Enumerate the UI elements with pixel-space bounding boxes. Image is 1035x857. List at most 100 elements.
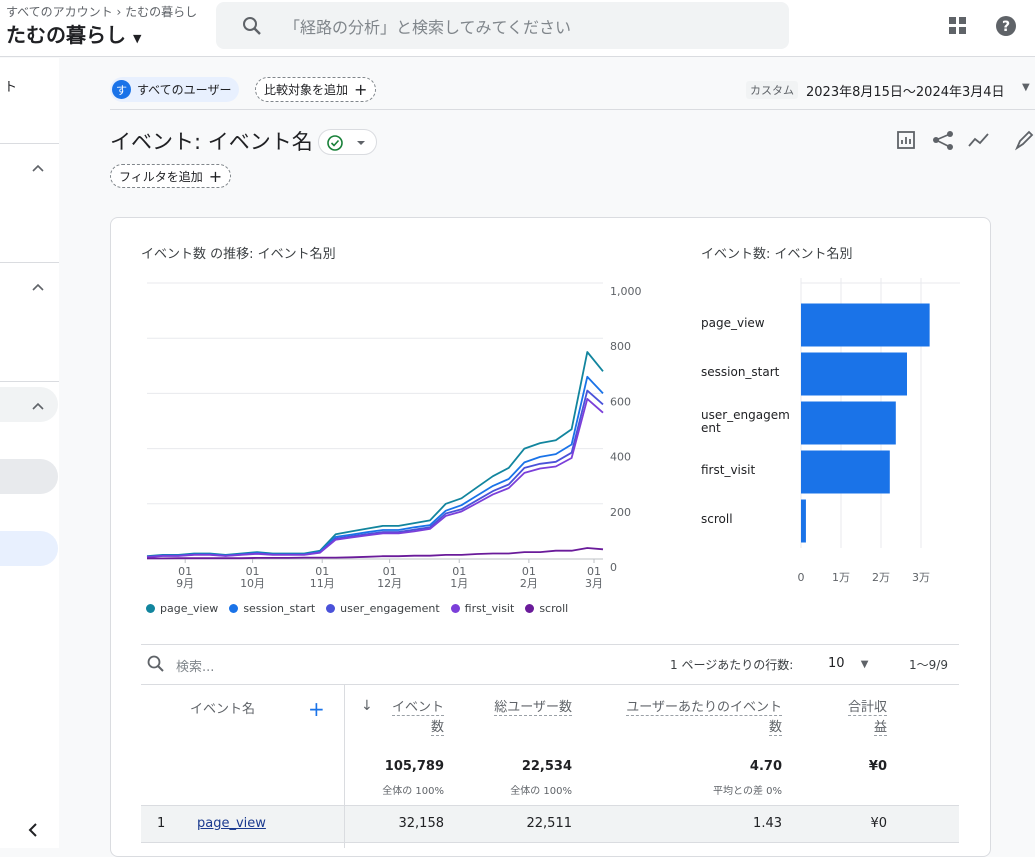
category-label: session_start [701, 365, 780, 379]
search-box[interactable]: 「経路の分析」と検索してみてください [216, 2, 789, 49]
divider [141, 644, 959, 645]
x-tick-label: 0 [798, 571, 805, 584]
collapse-sidebar[interactable] [25, 822, 41, 838]
filter-chip[interactable]: フィルタを追加 + [110, 164, 232, 188]
status-chip[interactable] [318, 129, 377, 155]
edit-icon[interactable] [1014, 130, 1034, 151]
x-tick-label: 1万 [832, 571, 850, 584]
total: 105,789 [384, 759, 444, 774]
segment-chip[interactable]: すすべてのユーザー [110, 77, 240, 102]
table-row [141, 805, 959, 843]
cell: ¥0 [870, 816, 887, 831]
y-tick-label: 600 [610, 395, 631, 408]
series-line [147, 547, 604, 560]
x-tick-label: 12月 [377, 577, 402, 590]
x-tick-label: 3万 [912, 571, 930, 584]
column-header[interactable]: イベント名 [190, 702, 256, 717]
date-label: カスタム [746, 81, 798, 99]
date-range[interactable]: 2023年8月15日～2024年3月4日 [806, 85, 1005, 100]
series-line [146, 375, 604, 558]
column-header[interactable]: イベント数 [384, 698, 444, 738]
x-tick-label: 2月 [520, 577, 538, 590]
page-range: 1～9/9 [909, 658, 948, 672]
breadcrumb-item[interactable]: たむの暮らし [125, 5, 198, 19]
insights-icon[interactable] [968, 133, 989, 147]
y-tick-label: 200 [610, 506, 631, 519]
x-tick-label: 01 [246, 565, 260, 578]
x-tick-label: 11月 [310, 577, 335, 590]
series-line [146, 351, 604, 558]
legend-item: scroll [525, 602, 568, 615]
column-header-text: 合計収益 [847, 700, 887, 736]
legend-label: session_start [243, 602, 316, 615]
compare-chip[interactable]: 比較対象を追加 + [255, 77, 377, 102]
column-header[interactable]: 総ユーザー数 [492, 698, 572, 718]
legend-swatch [525, 604, 535, 613]
x-tick-label: 10月 [240, 577, 265, 590]
sidebar: ト [0, 58, 59, 848]
total: 22,534 [521, 759, 572, 774]
rows-per-page[interactable]: 10 ▼ [828, 656, 869, 671]
property-name: たむの暮らし [6, 23, 126, 47]
date-dropdown[interactable]: ▼ [1022, 82, 1030, 93]
legend-swatch [229, 604, 239, 613]
bar [801, 401, 896, 445]
bar-chart-title: イベント数: イベント名別 [701, 247, 853, 262]
event-link[interactable]: page_view [197, 816, 266, 831]
table-search[interactable]: 検索... [176, 660, 215, 675]
divider [110, 109, 1035, 110]
column-header-text: イベント数 [391, 700, 444, 736]
divider [0, 381, 59, 382]
legend-label: page_view [160, 602, 219, 615]
breadcrumb-item[interactable]: すべてのアカウント [6, 5, 113, 19]
nav-item[interactable] [0, 387, 58, 422]
property-selector[interactable]: たむの暮らし ▼ [6, 23, 142, 47]
table-search-icon [147, 655, 164, 672]
legend-swatch [450, 604, 460, 613]
x-tick-label: 01 [522, 565, 536, 578]
nav-item-active[interactable] [0, 531, 58, 566]
x-tick-label: 3月 [585, 577, 603, 590]
help-icon[interactable]: ? [994, 14, 1018, 38]
bar [801, 499, 806, 543]
customize-icon[interactable] [897, 131, 915, 149]
report-actions [897, 130, 1034, 151]
collapse-chevron[interactable] [30, 279, 46, 295]
x-tick-label: 2万 [872, 571, 890, 584]
sidebar-fragment: ト [4, 80, 18, 95]
y-tick-label: 800 [610, 340, 631, 353]
column-divider [344, 805, 345, 843]
series-line [146, 398, 604, 558]
divider [141, 684, 959, 685]
segment-name: すべてのユーザー [137, 83, 232, 97]
cell: 22,511 [526, 816, 573, 831]
total-note: 全体の 100% [382, 786, 444, 797]
filter-label: フィルタを追加 [119, 169, 203, 184]
line-chart-title: イベント数 の推移: イベント名別 [141, 247, 336, 262]
y-tick-label: 0 [610, 561, 617, 574]
add-dimension[interactable]: + [308, 697, 325, 721]
divider [0, 262, 59, 263]
svg-text:?: ? [1002, 19, 1010, 35]
compare-label: 比較対象を追加 [264, 83, 349, 97]
column-header[interactable]: 合計収益 [838, 698, 887, 738]
search-placeholder: 「経路の分析」と検索してみてください [284, 18, 572, 37]
rows-per-page-label: 1 ページあたりの行数: [670, 658, 794, 672]
breadcrumb[interactable]: すべてのアカウント › たむの暮らし [6, 5, 198, 19]
nav-item[interactable] [0, 459, 58, 494]
row-index: 1 [157, 816, 166, 831]
cell: 1.43 [753, 816, 782, 831]
share-icon[interactable] [933, 131, 953, 150]
legend-label: user_engagement [340, 602, 440, 615]
apps-icon[interactable] [946, 14, 970, 38]
sort-icon[interactable]: ↓ [361, 698, 373, 714]
collapse-chevron[interactable] [30, 398, 46, 414]
report-title: イベント: イベント名 [110, 130, 313, 154]
legend-label: first_visit [464, 602, 515, 615]
collapse-chevron[interactable] [30, 160, 46, 176]
bar [801, 450, 890, 494]
column-header-text: ユーザーあたりのイベント数 [626, 700, 782, 736]
column-header[interactable]: ユーザーあたりのイベント数 [622, 698, 782, 738]
